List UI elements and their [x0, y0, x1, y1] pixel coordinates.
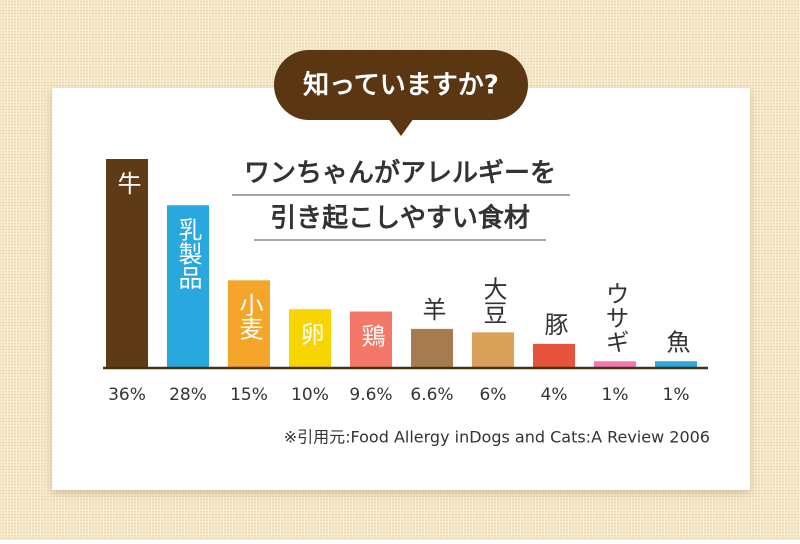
category-label: 鶏 [357, 324, 385, 348]
bar [411, 328, 453, 367]
bar [350, 311, 392, 367]
category-label: ウサギ [601, 281, 629, 353]
badge [274, 50, 528, 120]
bar [167, 205, 209, 367]
value-label: 28% [169, 385, 207, 405]
category-label: 牛 [113, 171, 141, 195]
category-label: 乳製品 [174, 217, 202, 289]
bar [106, 159, 148, 367]
value-label: 9.6% [349, 385, 392, 405]
bar [533, 343, 575, 367]
badge-pointer [388, 118, 414, 136]
value-label: 4% [541, 385, 568, 405]
value-label: 1% [663, 385, 690, 405]
category-label: 大豆 [479, 276, 507, 324]
category-label: 豚 [540, 312, 568, 336]
bar [228, 280, 270, 367]
source-note: ※引用元:Food Allergy inDogs and Cats:A Revi… [284, 428, 710, 447]
value-label: 36% [108, 385, 146, 405]
value-label: 1% [602, 385, 629, 405]
value-label: 15% [230, 385, 268, 405]
bar [594, 361, 636, 367]
category-label: 羊 [418, 297, 446, 321]
category-label: 卵 [296, 321, 324, 345]
category-label: 魚 [662, 329, 690, 353]
value-label: 6% [480, 385, 507, 405]
chart-title: 引き起こしやすい食材 [270, 203, 530, 234]
badge-text: 知っていますか? [303, 71, 499, 101]
category-label: 小麦 [235, 292, 263, 340]
value-label: 10% [291, 385, 329, 405]
bar [655, 361, 697, 367]
bar [472, 332, 514, 367]
chart-title: ワンちゃんがアレルギーを [244, 158, 556, 189]
bar [289, 309, 331, 367]
value-label: 6.6% [410, 385, 453, 405]
